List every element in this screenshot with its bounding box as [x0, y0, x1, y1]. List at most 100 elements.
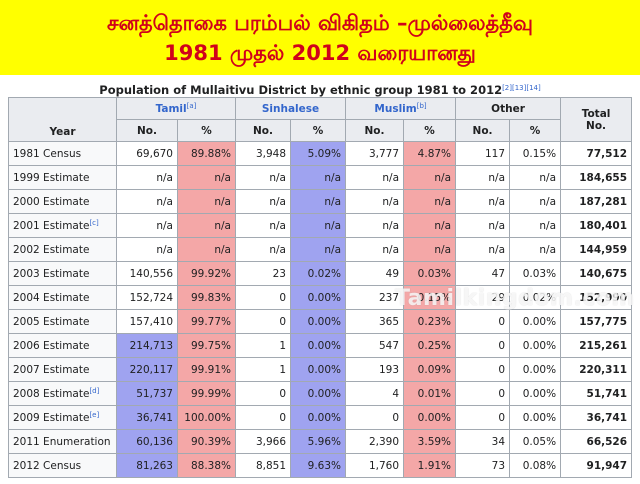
cell-sin-pct: n/a	[289, 213, 347, 238]
cell-value: 2003 Estimate	[13, 267, 90, 280]
cell-value: 0.00%	[307, 291, 342, 304]
cell-tamil-no: 36,741	[116, 405, 178, 430]
cell-value: 157,775	[579, 315, 628, 328]
caption-references[interactable]: [2][13][14]	[502, 84, 541, 92]
cell-value: 2009 Estimate	[13, 412, 90, 424]
cell-sin-no: 0	[235, 381, 291, 406]
cell-value: 81,263	[136, 459, 173, 472]
header-other: Other	[455, 97, 562, 120]
cell-value: 1.91%	[417, 459, 452, 472]
cell-oth-no: 47	[455, 261, 511, 286]
year-reference[interactable]: [e]	[89, 411, 100, 419]
cell-value: 29	[491, 291, 506, 304]
cell-total: 152,990	[560, 285, 633, 310]
cell-mus-pct: 0.15%	[403, 285, 457, 310]
cell-oth-no: 0	[455, 309, 511, 334]
cell-tamil-no: 214,713	[116, 333, 178, 358]
table-row: 2005 Estimate 157,410 99.77% 0 0.00% 365 0.23%…	[8, 309, 633, 334]
cell-value: 0.00%	[522, 315, 557, 328]
cell-year: 2007 Estimate	[8, 357, 117, 382]
cell-value: 0.00%	[307, 411, 342, 424]
cell-value: 99.99%	[190, 387, 231, 400]
cell-value: 152,724	[129, 291, 173, 304]
header-year-label: Year	[49, 126, 76, 138]
cell-value: 2007 Estimate	[13, 363, 90, 376]
cell-tamil-no: n/a	[116, 189, 178, 214]
cell-value: 51,741	[586, 387, 628, 400]
cell-sin-no: 0	[235, 309, 291, 334]
cell-value: n/a	[382, 219, 400, 232]
cell-mus-no: 1,760	[345, 453, 405, 478]
cell-value: 140,675	[579, 267, 628, 280]
cell-value: 99.75%	[190, 339, 231, 352]
cell-value: 0.02%	[522, 291, 557, 304]
cell-mus-pct: 0.09%	[403, 357, 457, 382]
cell-value: 66,526	[586, 435, 628, 448]
subheader-muslim-no: No.	[345, 119, 405, 142]
cell-oth-no: n/a	[455, 189, 511, 214]
cell-value: 36,741	[586, 411, 628, 424]
cell-sin-no: 1	[235, 333, 291, 358]
cell-value: n/a	[156, 195, 173, 208]
cell-value: 73	[491, 459, 506, 472]
cell-sin-no: 1	[235, 357, 291, 382]
muslim-link[interactable]: Muslim	[374, 103, 417, 115]
other-label: Other	[491, 102, 525, 115]
subheader-sinhalese-no: No.	[235, 119, 291, 142]
subheader-sinhalese-pct: %	[289, 119, 347, 142]
year-reference[interactable]: [d]	[89, 387, 100, 395]
cell-value: 99.91%	[190, 363, 231, 376]
tamil-ref[interactable]: [a]	[186, 102, 197, 110]
cell-value: 0.01%	[417, 387, 452, 400]
population-table: Year Tamil[a] Sinhalese Muslim[b] Other …	[8, 97, 633, 478]
cell-year: 2001 Estimate[c]	[8, 213, 117, 238]
table-row: 2003 Estimate 140,556 99.92% 23 0.02% 49 0.03%…	[8, 261, 633, 286]
cell-mus-no: n/a	[345, 213, 405, 238]
cell-tamil-pct: 99.92%	[177, 261, 236, 286]
cell-value: 0.00%	[522, 387, 557, 400]
cell-value: n/a	[434, 195, 452, 208]
cell-year: 2012 Census	[8, 453, 117, 478]
subheader-other-pct: %	[509, 119, 562, 142]
cell-value: n/a	[269, 219, 286, 232]
cell-total: 184,655	[560, 165, 633, 190]
cell-mus-pct: n/a	[403, 213, 457, 238]
cell-value: n/a	[156, 243, 173, 256]
cell-mus-no: n/a	[345, 189, 405, 214]
cell-oth-pct: n/a	[509, 213, 562, 238]
cell-mus-pct: 0.00%	[403, 405, 457, 430]
cell-value: 0.00%	[522, 411, 557, 424]
cell-value: n/a	[539, 171, 557, 184]
cell-value: 99.77%	[190, 315, 231, 328]
cell-total: 187,281	[560, 189, 633, 214]
cell-value: 0.23%	[417, 315, 452, 328]
cell-year: 2002 Estimate	[8, 237, 117, 262]
cell-total: 36,741	[560, 405, 633, 430]
cell-value: 91,947	[586, 459, 628, 472]
subheader-other-no: No.	[455, 119, 511, 142]
cell-oth-no: 73	[455, 453, 511, 478]
tamil-link[interactable]: Tamil	[155, 103, 187, 115]
cell-value: 0	[279, 291, 286, 304]
cell-sin-no: 23	[235, 261, 291, 286]
cell-value: n/a	[269, 171, 286, 184]
cell-value: n/a	[488, 171, 506, 184]
cell-oth-pct: 0.02%	[509, 285, 562, 310]
cell-total: 51,741	[560, 381, 633, 406]
table-row: 2006 Estimate 214,713 99.75% 1 0.00% 547 0.25%…	[8, 333, 633, 358]
cell-sin-no: 8,851	[235, 453, 291, 478]
cell-oth-no: n/a	[455, 213, 511, 238]
cell-tamil-no: 51,737	[116, 381, 178, 406]
cell-value: 193	[378, 363, 400, 376]
cell-oth-pct: 0.00%	[509, 333, 562, 358]
cell-value: 0	[498, 339, 506, 352]
sinhalese-link[interactable]: Sinhalese	[261, 102, 320, 115]
cell-oth-no: n/a	[455, 165, 511, 190]
cell-value: 0.00%	[522, 363, 557, 376]
cell-value: 3,948	[255, 147, 286, 160]
cell-mus-pct: 4.87%	[403, 141, 457, 166]
muslim-ref[interactable]: [b]	[416, 102, 427, 110]
cell-value: 0.03%	[417, 267, 452, 280]
year-reference[interactable]: [c]	[89, 219, 99, 227]
cell-tamil-pct: n/a	[177, 213, 236, 238]
